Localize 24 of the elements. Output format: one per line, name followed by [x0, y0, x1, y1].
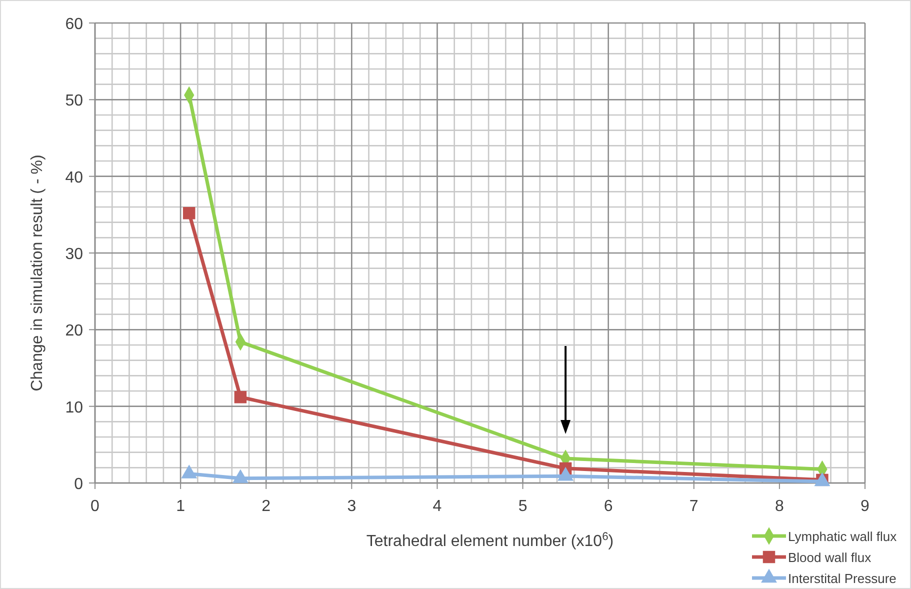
x-axis-title: Tetrahedral element number (x10$^{6}$): [366, 531, 614, 550]
x-tick-label: 8: [774, 498, 784, 515]
legend-label: Interstital Pressure: [788, 571, 896, 586]
y-tick-label: 10: [65, 399, 84, 416]
legend-label: Lymphatic wall flux: [788, 529, 898, 544]
point: [182, 207, 196, 220]
y-tick-label: 60: [65, 16, 84, 33]
point: [234, 391, 247, 404]
x-tick-label: 9: [860, 498, 870, 515]
x-tick-label: 2: [262, 498, 271, 515]
y-tick-label: 30: [65, 246, 84, 263]
y-tick-label: 50: [65, 92, 84, 110]
y-axis-title: Change in simulation result ( - %): [29, 154, 46, 392]
x-tick-label: 0: [90, 498, 100, 515]
x-tick-label: 5: [518, 498, 528, 515]
y-tick-label: 0: [74, 476, 84, 493]
y-tick-label: 40: [65, 169, 84, 186]
x-tick-label: 6: [604, 498, 613, 515]
legend-label: Blood wall flux: [788, 550, 872, 565]
y-tick-label: 20: [65, 322, 84, 340]
x-tick-label: 3: [347, 498, 356, 515]
x-tick-label: 4: [432, 498, 442, 515]
x-tick-label: 7: [689, 498, 698, 515]
x-tick-label: 1: [176, 498, 186, 515]
